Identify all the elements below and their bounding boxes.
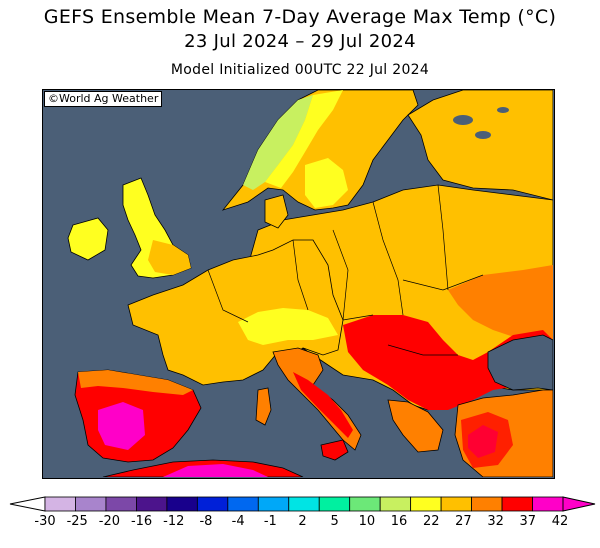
legend-swatch	[257, 496, 290, 512]
sea-black-sea	[487, 334, 553, 391]
legend-swatch	[410, 496, 442, 512]
legend-arrow-right	[562, 496, 596, 512]
legend-swatch	[227, 496, 259, 512]
land-denmark	[264, 194, 289, 229]
legend-swatch	[440, 496, 472, 512]
legend-swatch	[501, 496, 533, 512]
legend-swatch	[44, 496, 76, 512]
lake	[475, 131, 491, 139]
zone-alps	[238, 308, 338, 345]
map-canvas	[43, 90, 553, 477]
legend-tick-label: 16	[390, 514, 408, 529]
zone-norway-mild	[265, 90, 343, 188]
zone-balkans-red	[343, 315, 553, 410]
legend-swatch	[532, 496, 564, 512]
legend-swatch	[166, 496, 198, 512]
zone-iberia-magenta	[98, 402, 145, 450]
legend-tick-label: 5	[330, 514, 339, 529]
legend-tick-label: 27	[455, 514, 472, 529]
legend-tick-label: -12	[163, 514, 185, 529]
credit-label: ©World Ag Weather	[44, 91, 163, 107]
land-greece	[387, 399, 444, 453]
legend-tick-label: 22	[422, 514, 440, 529]
land-sardinia	[255, 387, 272, 426]
zone-italy-hot	[293, 372, 353, 438]
model-init-label: Model Initialized 00UTC 22 Jul 2024	[170, 62, 430, 78]
legend-tick-label: -20	[98, 514, 120, 529]
legend-swatch	[379, 496, 412, 512]
legend-tick-label: -8	[199, 514, 213, 529]
legend-tick-label: 10	[358, 514, 376, 529]
land-ireland	[67, 217, 109, 261]
legend-tick-label: 37	[519, 514, 537, 529]
legend-swatch	[318, 496, 351, 512]
legend-arrow-left	[9, 496, 46, 512]
legend-tick-label: -16	[130, 514, 153, 529]
zone-east-hot	[448, 265, 553, 350]
zone-uk-south	[148, 240, 191, 275]
land-western-europe	[127, 239, 344, 386]
legend-tick-label: 42	[551, 514, 569, 529]
lake	[453, 115, 473, 125]
map-date-range: 23 Jul 2024 – 29 Jul 2024	[184, 31, 416, 52]
legend-tick-label: -4	[231, 514, 245, 529]
zone-sweden-south	[305, 158, 348, 208]
legend-tick-label: 2	[298, 514, 307, 529]
zone-africa-magenta	[163, 464, 268, 477]
temperature-map	[42, 89, 555, 479]
zone-iberia-north	[78, 370, 193, 395]
legend-tick-label: -1	[263, 514, 277, 529]
legend-swatch	[349, 496, 381, 512]
legend-swatch	[196, 496, 229, 512]
lake	[497, 107, 509, 113]
legend-swatch	[288, 496, 320, 512]
temperature-legend	[9, 496, 596, 512]
zone-norway-cool	[243, 95, 313, 190]
legend-swatch	[75, 496, 107, 512]
zone-turkey-red	[461, 412, 513, 468]
land-sicily	[320, 439, 349, 461]
map-title: GEFS Ensemble Mean 7-Day Average Max Tem…	[43, 6, 557, 28]
country-borders	[207, 184, 484, 356]
legend-swatch	[136, 496, 168, 512]
legend-tick-label: 32	[487, 514, 504, 529]
legend-tick-label: -25	[66, 514, 88, 529]
legend-swatch	[471, 496, 503, 512]
legend-tick-label: -30	[34, 514, 56, 529]
land-finland-russia	[407, 90, 553, 201]
legend-swatch	[105, 496, 137, 512]
